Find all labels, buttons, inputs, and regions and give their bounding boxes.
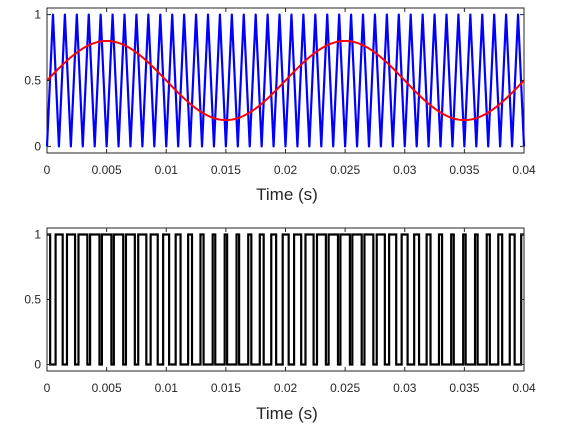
y-tick-label: 0.5 (24, 74, 41, 88)
x-tick-label: 0.02 (274, 381, 298, 395)
x-tick-label: 0.03 (393, 381, 417, 395)
bottom-subplot: 0 0.005 0.01 0.015 0.02 0.025 0.03 0.035 0.04 00… (24, 227, 536, 423)
bottom-x-axis-label: Time (s) (256, 404, 318, 423)
x-tick-label: 0.03 (393, 163, 417, 177)
top-x-ticks: 0 0.005 0.01 0.015 0.02 0.025 0.03 0.035 0.04 (44, 8, 536, 177)
top-plot-area (45, 13, 526, 148)
x-tick-label: 0.02 (274, 163, 298, 177)
x-tick-label: 0 (44, 163, 51, 177)
x-tick-label: 0.015 (211, 381, 241, 395)
x-tick-label: 0.01 (155, 381, 179, 395)
series-carrier-line (45, 13, 526, 148)
bottom-plot-area (47, 233, 524, 366)
bottom-x-ticks: 0 0.005 0.01 0.015 0.02 0.025 0.03 0.035 0.04 (44, 228, 536, 395)
y-tick-label: 0 (34, 139, 41, 153)
x-tick-label: 0.005 (92, 163, 122, 177)
x-tick-label: 0.015 (211, 163, 241, 177)
x-tick-label: 0.035 (449, 163, 479, 177)
top-y-ticks: 00.51 (24, 8, 524, 153)
series-reference-line (46, 39, 525, 122)
bottom-axes-box (46, 227, 525, 372)
x-tick-label: 0.035 (449, 381, 479, 395)
y-tick-label: 0.5 (24, 293, 41, 307)
x-tick-label: 0.04 (512, 163, 536, 177)
series-pwm-line (47, 233, 524, 366)
x-tick-label: 0.025 (330, 163, 360, 177)
x-tick-label: 0.025 (330, 381, 360, 395)
x-tick-label: 0 (44, 381, 51, 395)
y-tick-label: 1 (34, 8, 41, 22)
top-subplot: 0 0.005 0.01 0.015 0.02 0.025 0.03 0.035 0.04 00… (24, 7, 536, 204)
x-tick-label: 0.005 (92, 381, 122, 395)
y-tick-label: 1 (34, 228, 41, 242)
bottom-y-ticks: 00.51 (24, 228, 524, 372)
x-tick-label: 0.04 (512, 381, 536, 395)
y-tick-label: 0 (34, 358, 41, 372)
top-x-axis-label: Time (s) (256, 185, 318, 204)
x-tick-label: 0.01 (155, 163, 179, 177)
